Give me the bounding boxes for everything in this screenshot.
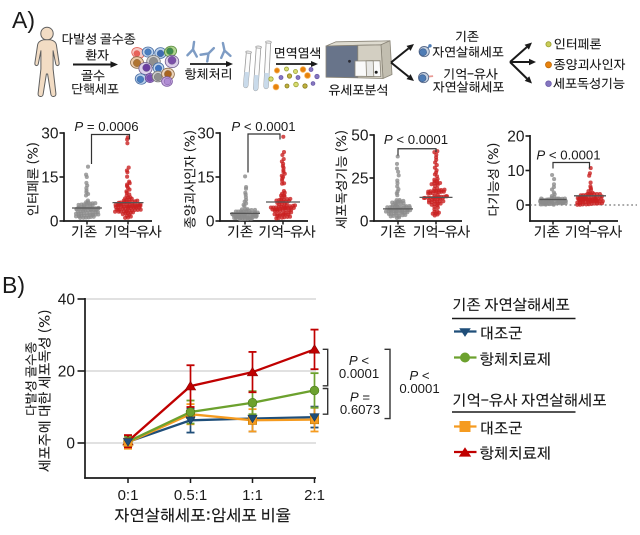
svg-text:15: 15 [197,169,214,186]
svg-text:P =: P = [350,390,370,405]
svg-text:0.6073: 0.6073 [340,402,380,417]
svg-text:0: 0 [206,213,215,230]
svg-text:10: 10 [507,163,525,180]
svg-text:0: 0 [516,197,525,214]
svg-text:0.0001: 0.0001 [339,366,379,381]
svg-text:1:1: 1:1 [242,487,263,504]
svg-text:0: 0 [360,213,369,230]
svg-text:0.0001: 0.0001 [399,381,439,396]
svg-text:0.5:1: 0.5:1 [174,487,207,504]
svg-text:0: 0 [50,213,59,230]
svg-text:P <: P < [409,368,429,383]
svg-text:P <: P < [349,353,369,368]
svg-text:20: 20 [507,128,525,145]
svg-text:0: 0 [66,435,75,452]
svg-text:2:1: 2:1 [304,487,325,504]
svg-text:30: 30 [197,125,215,142]
svg-text:40: 40 [58,291,76,308]
svg-text:15: 15 [41,169,58,186]
svg-text:0:1: 0:1 [118,487,139,504]
svg-text:25: 25 [351,170,368,187]
svg-text:P < 0.0001: P < 0.0001 [384,132,448,147]
svg-text:P < 0.0001: P < 0.0001 [231,119,295,134]
svg-text:20: 20 [58,363,76,380]
svg-text:50: 50 [351,127,369,144]
svg-text:B): B) [2,272,25,298]
svg-text:P = 0.0006: P = 0.0006 [74,119,138,134]
svg-text:P < 0.0001: P < 0.0001 [536,148,600,163]
svg-text:A): A) [12,7,35,33]
svg-text:30: 30 [41,125,59,142]
